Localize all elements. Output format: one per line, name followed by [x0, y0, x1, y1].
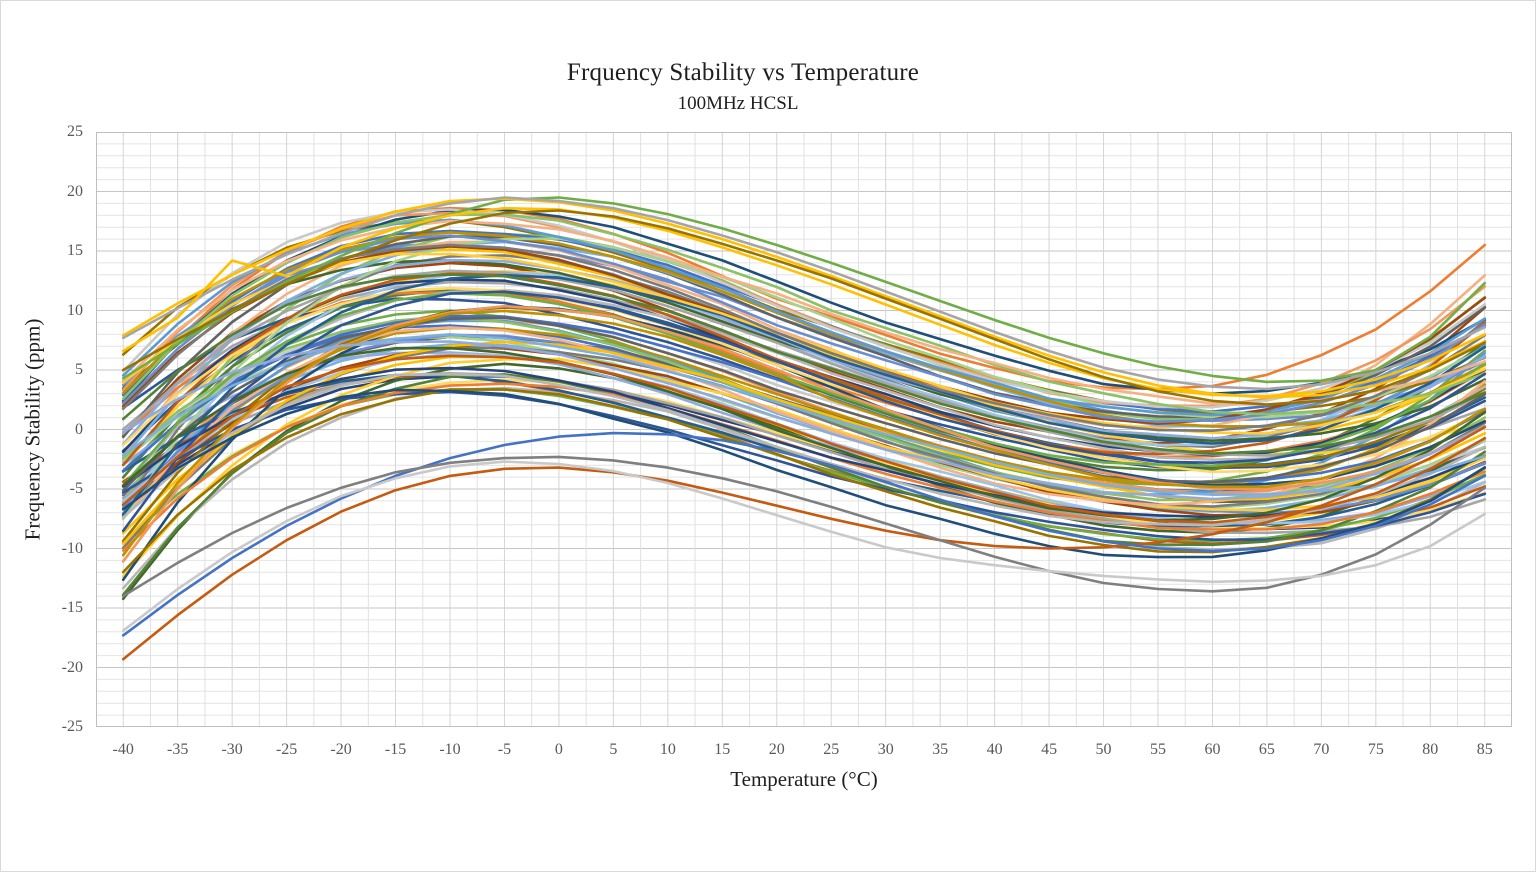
x-tick-label: 85 [1476, 741, 1493, 758]
series-line-blue-low [121, 431, 1487, 637]
y-tick-label: -5 [69, 480, 83, 497]
bundle-series-line [121, 316, 1487, 492]
x-tick-label: -15 [384, 741, 407, 758]
y-tick-label: 15 [67, 242, 83, 259]
series-lines [121, 196, 1487, 661]
bundle-series-line [121, 237, 1487, 521]
y-tick-label: 25 [67, 123, 83, 140]
bundle-series-line [121, 366, 1487, 519]
series-line-rust-low [121, 425, 1487, 661]
y-tick-label: 0 [75, 420, 83, 438]
x-tick-label: -30 [221, 741, 243, 758]
series-line-olive-high [121, 209, 1487, 406]
x-tick-label: -5 [497, 741, 512, 758]
x-tick-label: -35 [167, 741, 189, 758]
bundle-series-line [121, 272, 1487, 467]
plot-border [96, 132, 1512, 727]
x-tick-label: 50 [1095, 741, 1112, 758]
bundle-series-line [121, 372, 1487, 535]
series-line-top-green [121, 196, 1487, 384]
bundle-series-line [121, 258, 1487, 446]
y-tick-label: 20 [67, 182, 83, 200]
bundle-series-line [121, 305, 1487, 582]
x-tick-label: 10 [659, 741, 676, 758]
bundle-series-line [121, 208, 1487, 409]
y-tick-label: -15 [61, 599, 83, 616]
series-line-light-gray-low [121, 460, 1487, 632]
x-axis-title: Temperature (°C) [730, 767, 878, 791]
bundle-series-line [121, 317, 1487, 505]
bundle-series-line [121, 354, 1487, 524]
x-tick-label: -20 [330, 741, 352, 758]
bundle-series-line [121, 213, 1487, 416]
bundle-series-line [121, 373, 1487, 527]
bundle-series-line [121, 346, 1487, 522]
plot-area [96, 132, 1512, 727]
x-tick-label: 25 [823, 741, 840, 758]
bundle-series-line [121, 286, 1487, 474]
x-tick-label: 45 [1041, 741, 1058, 758]
x-tick-label: 35 [932, 741, 949, 758]
y-tick-label: -25 [61, 718, 83, 735]
x-tick-label: 65 [1258, 741, 1275, 758]
y-tick-label: -10 [61, 539, 83, 557]
series-line-dark-gray-low [121, 455, 1487, 598]
x-tick-label: 80 [1422, 741, 1439, 758]
bundle-series-line [121, 357, 1487, 578]
x-tick-label: 60 [1204, 741, 1221, 758]
bundle-series-line [121, 234, 1487, 424]
bundle-series-line [121, 340, 1487, 546]
bundle-series-line [121, 340, 1487, 501]
y-tick-label: 10 [67, 301, 83, 319]
bundle-series-line [121, 288, 1487, 488]
bundle-series-line [121, 290, 1487, 533]
bundle-series-line [121, 273, 1487, 517]
x-tick-label: 0 [554, 741, 563, 758]
x-tick-label: 5 [609, 741, 618, 758]
x-tick-label: 40 [986, 741, 1003, 758]
x-tick-label: 75 [1367, 741, 1384, 758]
chart-subtitle: 100MHz HCSL [677, 93, 799, 114]
x-tick-label: 20 [768, 741, 785, 758]
y-tick-label: 5 [75, 361, 83, 378]
x-tick-label: 30 [877, 741, 894, 758]
x-tick-label: -40 [112, 741, 134, 758]
chart-title: Frquency Stability vs Temperature [566, 59, 920, 86]
bundle-series-line [121, 388, 1487, 559]
x-tick-label: 55 [1150, 741, 1166, 758]
x-tick-label: -25 [275, 741, 298, 758]
series-line-top-gray [121, 196, 1487, 391]
x-tick-label: -10 [439, 741, 461, 758]
y-tick-label: -20 [61, 658, 83, 676]
series-line-gold-notch [121, 206, 1487, 398]
bundle-series-line [121, 390, 1487, 542]
bundle-series-line [121, 273, 1487, 456]
x-tick-label: 70 [1313, 741, 1330, 758]
x-tick-label: 15 [714, 741, 731, 758]
